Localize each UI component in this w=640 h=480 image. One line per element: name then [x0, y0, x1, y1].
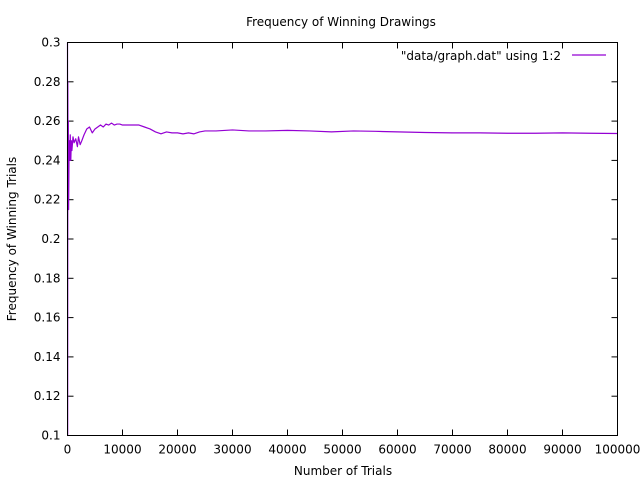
x-tick-label: 0 [64, 443, 72, 457]
y-axis-label: Frequency of Winning Trials [5, 157, 19, 321]
x-tick-label: 10000 [103, 443, 141, 457]
axis-ticks: 0 10000 20000 30000 40000 50000 60000 70000 8000… [34, 36, 640, 457]
y-tick-label: 0.14 [34, 350, 61, 364]
series-line-0 [66, 42, 618, 437]
y-tick-label: 0.28 [34, 75, 61, 89]
plot-frame [67, 42, 618, 436]
legend-label: "data/graph.dat" using 1:2 [401, 49, 561, 63]
x-axis-label: Number of Trials [294, 464, 392, 478]
y-tick-label: 0.2 [41, 232, 60, 246]
y-tick-label: 0.22 [34, 193, 61, 207]
y-tick-label: 0.26 [34, 114, 61, 128]
x-tick-label: 90000 [543, 443, 581, 457]
x-tick-label: 20000 [158, 443, 196, 457]
x-tick-label: 50000 [323, 443, 361, 457]
chart-title: Frequency of Winning Drawings [246, 15, 436, 29]
y-tick-label: 0.1 [41, 429, 60, 443]
y-tick-label: 0.3 [41, 36, 60, 50]
x-tick-label: 100000 [595, 443, 640, 457]
x-tick-label: 80000 [488, 443, 526, 457]
x-tick-label: 40000 [268, 443, 306, 457]
y-tick-label: 0.12 [34, 389, 61, 403]
x-tick-label: 60000 [378, 443, 416, 457]
legend: "data/graph.dat" using 1:2 [401, 49, 606, 63]
x-tick-label: 30000 [213, 443, 251, 457]
y-tick-label: 0.18 [34, 271, 61, 285]
series-group [66, 42, 618, 437]
y-tick-label: 0.24 [34, 153, 61, 167]
x-tick-label: 70000 [433, 443, 471, 457]
y-tick-label: 0.16 [34, 311, 61, 325]
